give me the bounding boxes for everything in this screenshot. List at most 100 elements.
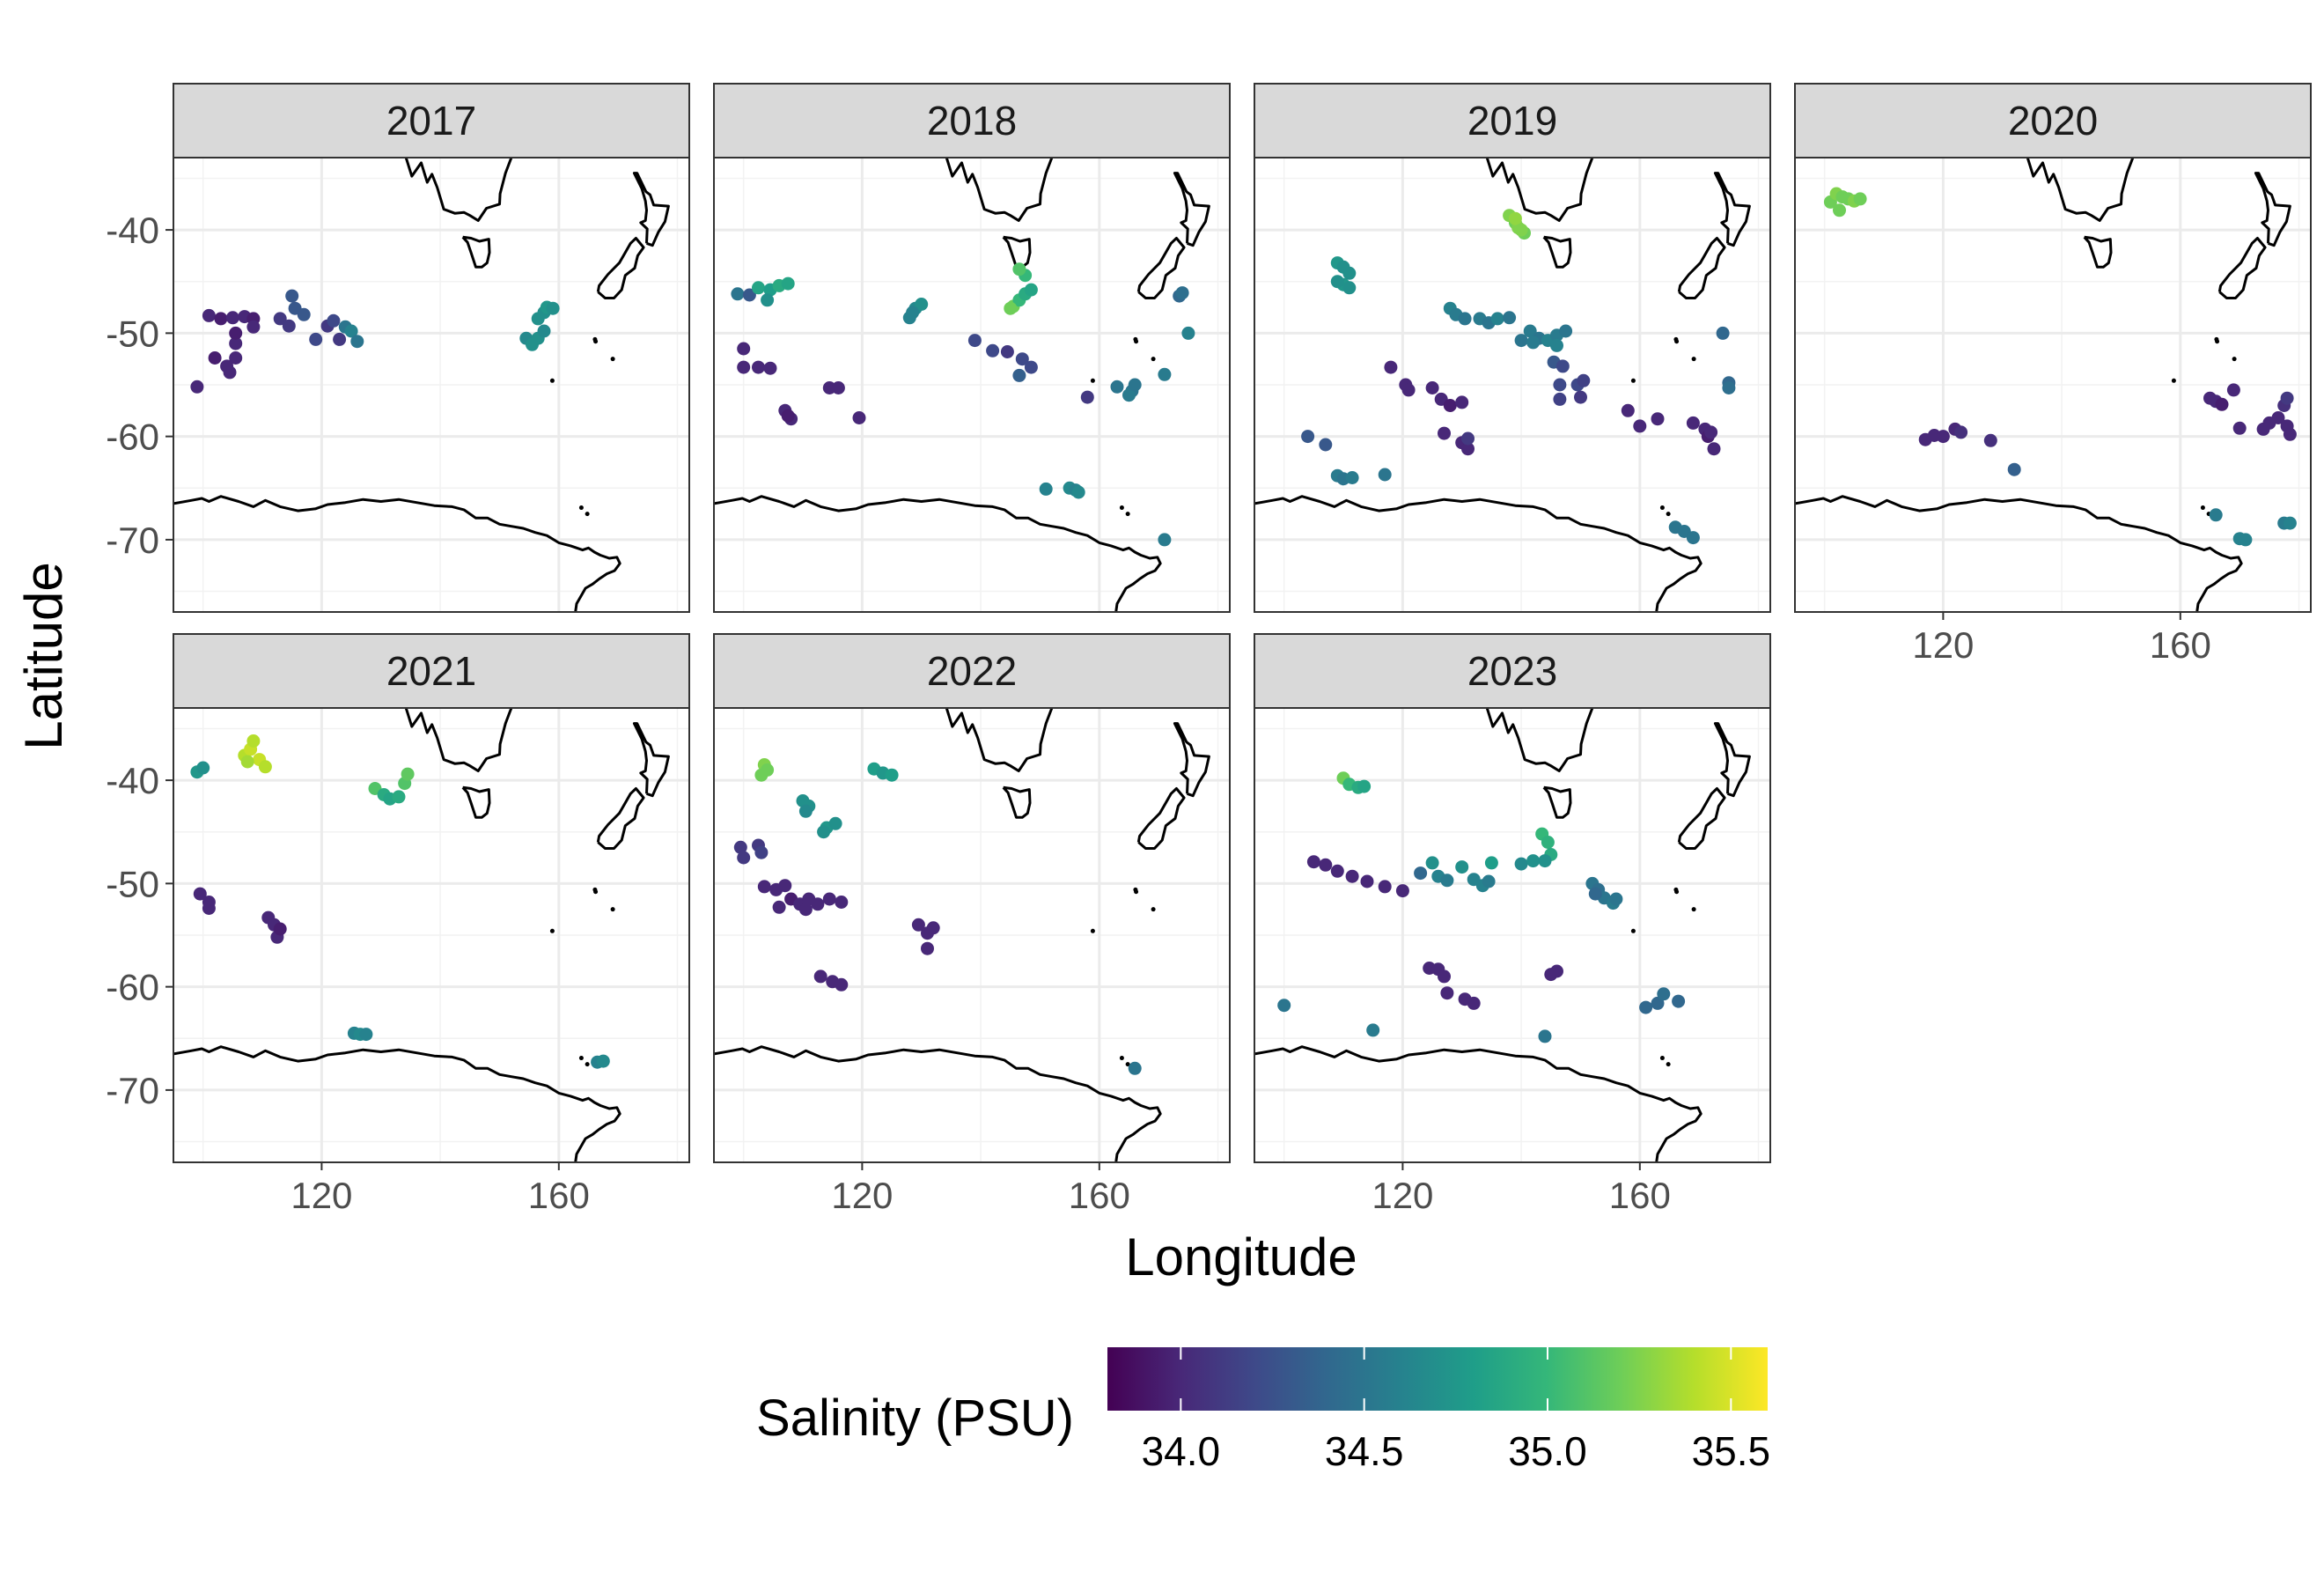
data-point <box>1319 438 1333 452</box>
data-point <box>240 755 254 769</box>
data-point <box>906 306 920 320</box>
facet-strip-label-2020: 2020 <box>2008 98 2098 144</box>
data-point <box>921 941 934 955</box>
island <box>610 907 615 912</box>
data-point <box>1553 392 1567 406</box>
data-point <box>350 335 364 349</box>
island <box>1674 339 1680 344</box>
island <box>2200 505 2205 511</box>
colorbar-tick-label: 35.0 <box>1508 1428 1587 1474</box>
data-point <box>1395 884 1409 898</box>
data-point <box>778 879 792 893</box>
nz-south-island-coastline <box>2217 237 2267 299</box>
colorbar-tick-label: 35.5 <box>1692 1428 1771 1474</box>
data-point <box>2007 462 2021 476</box>
data-point <box>986 343 1000 358</box>
island <box>1090 928 1095 933</box>
data-point <box>911 918 925 932</box>
data-point <box>1514 857 1528 871</box>
island <box>1125 512 1130 517</box>
data-point <box>2271 411 2285 424</box>
colorbar <box>1107 1347 1768 1411</box>
panel-border <box>173 707 690 1163</box>
y-tick-label: -50 <box>106 313 159 354</box>
antarctica-coastline <box>714 495 1162 612</box>
australia-coastline <box>1485 158 1594 222</box>
data-point <box>828 816 842 830</box>
data-point <box>1024 360 1038 374</box>
data-point <box>1707 442 1721 456</box>
data-point <box>1722 381 1736 394</box>
data-point <box>1553 378 1567 392</box>
data-point <box>1541 836 1555 849</box>
island <box>549 378 555 383</box>
data-point <box>537 324 551 338</box>
data-point <box>1588 887 1602 901</box>
data-point <box>731 287 745 301</box>
data-point <box>1633 419 1647 433</box>
x-tick-label: 120 <box>831 1175 893 1216</box>
nz-north-island-coastline <box>1173 172 1210 247</box>
data-point <box>1158 533 1172 547</box>
data-point <box>1128 1061 1142 1075</box>
colorbar-ticks: 34.0 34.5 35.0 35.5 <box>1142 1347 1771 1474</box>
y-tick-label: -60 <box>106 967 159 1008</box>
facet-strip-2022 <box>713 633 1231 709</box>
data-point <box>596 1054 610 1068</box>
island <box>1630 378 1636 383</box>
data-point <box>1686 416 1700 430</box>
tasmania-coastline <box>1542 785 1572 819</box>
data-point <box>1672 994 1686 1008</box>
data-point <box>223 365 237 380</box>
data-point <box>359 1028 373 1042</box>
data-point <box>1342 266 1357 280</box>
y-tick-label: -70 <box>106 1070 159 1111</box>
facet-strip-2019 <box>1254 83 1771 158</box>
data-point <box>757 880 771 894</box>
y-tick-label: -70 <box>106 520 159 561</box>
facet-strip-label-2023: 2023 <box>1467 648 1557 694</box>
data-point <box>1345 869 1359 883</box>
data-point <box>1301 430 1315 444</box>
island <box>1125 1062 1130 1067</box>
nz-south-island-coastline <box>1136 237 1186 299</box>
panel-contents <box>173 158 689 612</box>
data-point <box>1384 360 1398 374</box>
facet-strip-2017 <box>173 83 690 158</box>
data-point <box>327 313 341 328</box>
data-point <box>1609 892 1623 906</box>
x-tick-label: 160 <box>1609 1175 1671 1216</box>
y-tick-label: -60 <box>106 417 159 458</box>
data-point <box>273 922 287 936</box>
island <box>1630 928 1636 933</box>
data-point <box>1438 426 1451 440</box>
island <box>1674 889 1680 895</box>
panel-contents <box>173 708 689 1162</box>
y-axis-title: Latitude <box>14 562 73 750</box>
data-point <box>1443 399 1457 412</box>
facet-panel-2017: 2017 -40 -50 -60 -70 <box>106 83 690 613</box>
data-point <box>229 326 243 340</box>
facet-panel-2020: 2020 120 160 <box>1794 83 2312 666</box>
data-point <box>967 334 982 348</box>
data-point <box>2215 397 2229 411</box>
data-point <box>1122 388 1136 402</box>
facet-panel-2022: 2022 120 160 <box>713 633 1231 1216</box>
nz-south-island-coastline <box>1136 787 1186 850</box>
data-point <box>546 301 560 315</box>
data-point <box>761 293 775 307</box>
island <box>1666 1062 1671 1067</box>
data-point <box>798 903 813 917</box>
data-point <box>915 298 929 311</box>
island <box>1691 907 1696 912</box>
data-point <box>193 887 207 901</box>
data-point <box>229 336 243 350</box>
data-point <box>1983 433 1997 447</box>
facet-strip-label-2019: 2019 <box>1467 98 1557 144</box>
data-point <box>333 332 347 346</box>
australia-coastline <box>1485 708 1594 772</box>
data-point <box>1440 874 1454 888</box>
data-point <box>1004 301 1018 315</box>
data-point <box>1559 324 1573 338</box>
island <box>2215 339 2220 344</box>
